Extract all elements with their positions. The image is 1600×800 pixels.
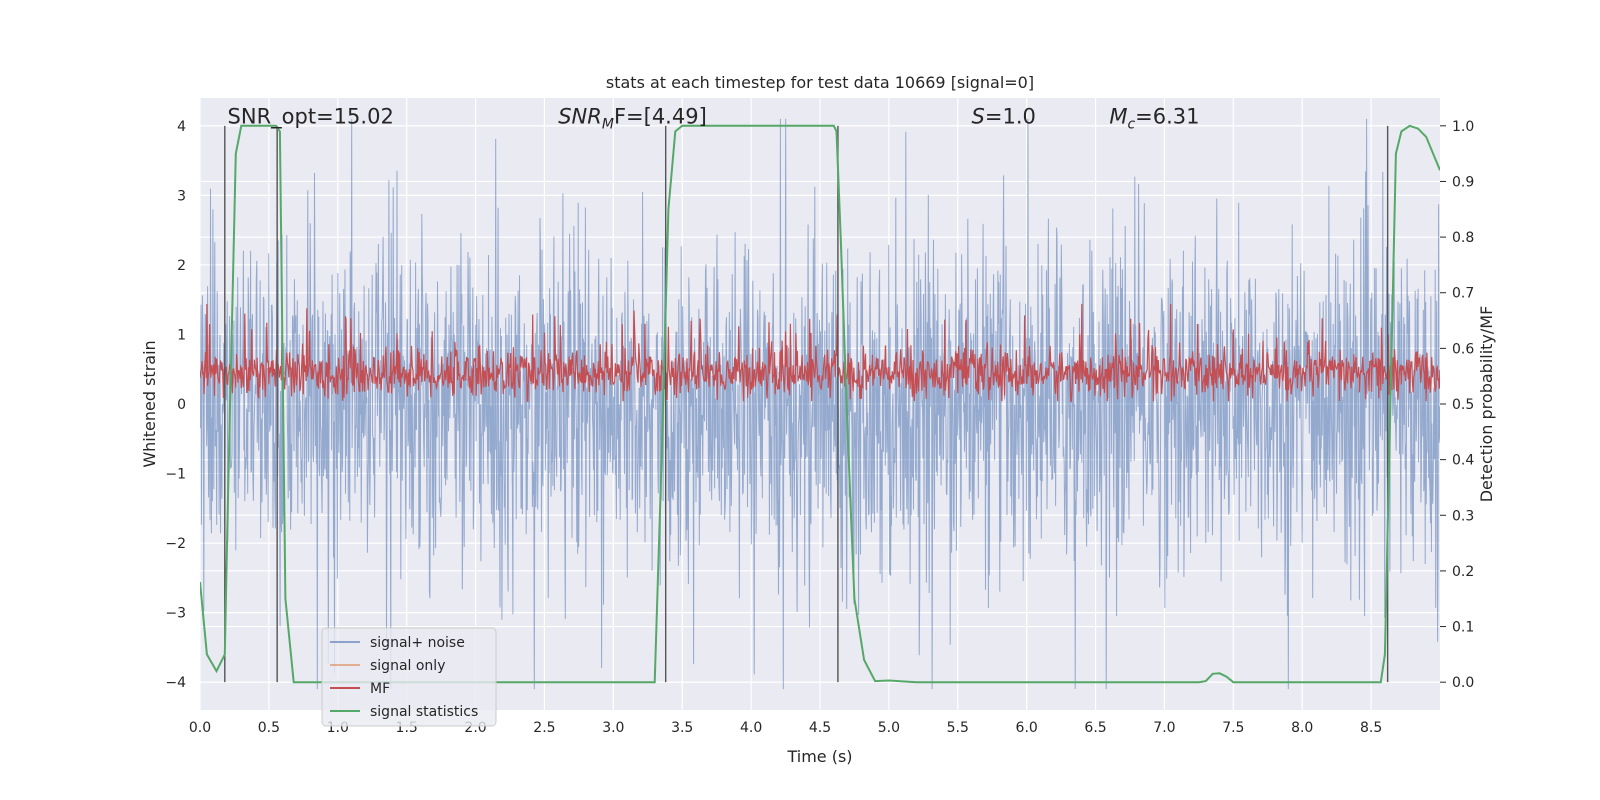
y-left-tick-label: 0 <box>177 397 186 413</box>
x-tick-label: 6.5 <box>1084 720 1106 736</box>
y-right-tick-label: 0.4 <box>1452 453 1474 469</box>
x-tick-label: 0.5 <box>258 720 280 736</box>
x-tick-label: 2.5 <box>533 720 555 736</box>
annotations: SNR_opt=15.02 SNRMF=[4.49] S=1.0 Mc=6.31 <box>228 104 1200 132</box>
annotation-mc: Mc=6.31 <box>1109 104 1199 132</box>
x-tick-label: 7.5 <box>1222 720 1244 736</box>
legend-label: MF <box>370 681 390 697</box>
x-tick-label: 4.5 <box>809 720 831 736</box>
legend-label: signal statistics <box>370 704 478 720</box>
y-right-tick-label: 0.6 <box>1452 341 1474 357</box>
y-left-tick-label: 4 <box>177 119 186 135</box>
event-markers <box>224 125 1389 683</box>
x-axis-label: Time (s) <box>786 747 852 766</box>
y-axis-left-label: Whitened strain <box>140 340 159 467</box>
x-tick-label: 5.5 <box>947 720 969 736</box>
y-axis-right-label: Detection probability/MF <box>1477 306 1496 503</box>
chart-title: stats at each timestep for test data 106… <box>606 73 1034 92</box>
y-left-tick-label: −4 <box>165 675 186 691</box>
annotation-snr-opt: SNR_opt=15.02 <box>228 104 394 129</box>
y-right-tick-label: 0.0 <box>1452 675 1474 691</box>
x-tick-label: 8.5 <box>1360 720 1382 736</box>
y-left-tick-label: 1 <box>177 327 186 343</box>
y-right-tick-label: 0.9 <box>1452 174 1474 190</box>
y-axis-left-ticks: −4 −3 −2 −1 0 1 2 3 4 <box>165 119 186 691</box>
annotation-s-stat: S=1.0 <box>972 104 1036 128</box>
y-right-tick-label: 0.5 <box>1452 397 1474 413</box>
y-left-tick-label: −3 <box>165 606 186 622</box>
y-left-tick-label: 2 <box>177 258 186 274</box>
x-tick-label: 6.0 <box>1016 720 1038 736</box>
x-tick-label: 4.0 <box>740 720 762 736</box>
series-signal-statistics <box>200 124 1440 684</box>
x-tick-label: 3.0 <box>602 720 624 736</box>
y-left-tick-label: −2 <box>165 536 186 552</box>
y-axis-right-ticks: 0.0 0.1 0.2 0.3 0.4 0.5 0.6 0.7 0.8 0.9 1.0 <box>1440 119 1474 691</box>
legend: signal+ noise signal only MF signal statist… <box>321 627 497 727</box>
x-tick-label: 3.5 <box>671 720 693 736</box>
x-tick-label: 7.0 <box>1153 720 1175 736</box>
y-right-tick-label: 0.3 <box>1452 508 1474 524</box>
y-right-tick-label: 0.1 <box>1452 620 1474 636</box>
series-signal-noise <box>200 118 1440 690</box>
x-tick-label: 5.0 <box>878 720 900 736</box>
legend-box <box>321 627 497 727</box>
y-left-tick-label: −1 <box>165 467 186 483</box>
legend-label: signal+ noise <box>370 635 465 651</box>
y-right-tick-label: 0.2 <box>1452 564 1474 580</box>
x-tick-label: 8.0 <box>1291 720 1313 736</box>
legend-label: signal only <box>370 658 445 674</box>
y-left-tick-label: 3 <box>177 188 186 204</box>
y-right-tick-label: 0.8 <box>1452 230 1474 246</box>
series-mf <box>200 303 1440 402</box>
x-tick-label: 0.0 <box>189 720 211 736</box>
y-right-tick-label: 0.7 <box>1452 286 1474 302</box>
annotation-snr-mf: SNRMF=[4.49] <box>558 104 707 132</box>
y-right-tick-label: 1.0 <box>1452 119 1474 135</box>
